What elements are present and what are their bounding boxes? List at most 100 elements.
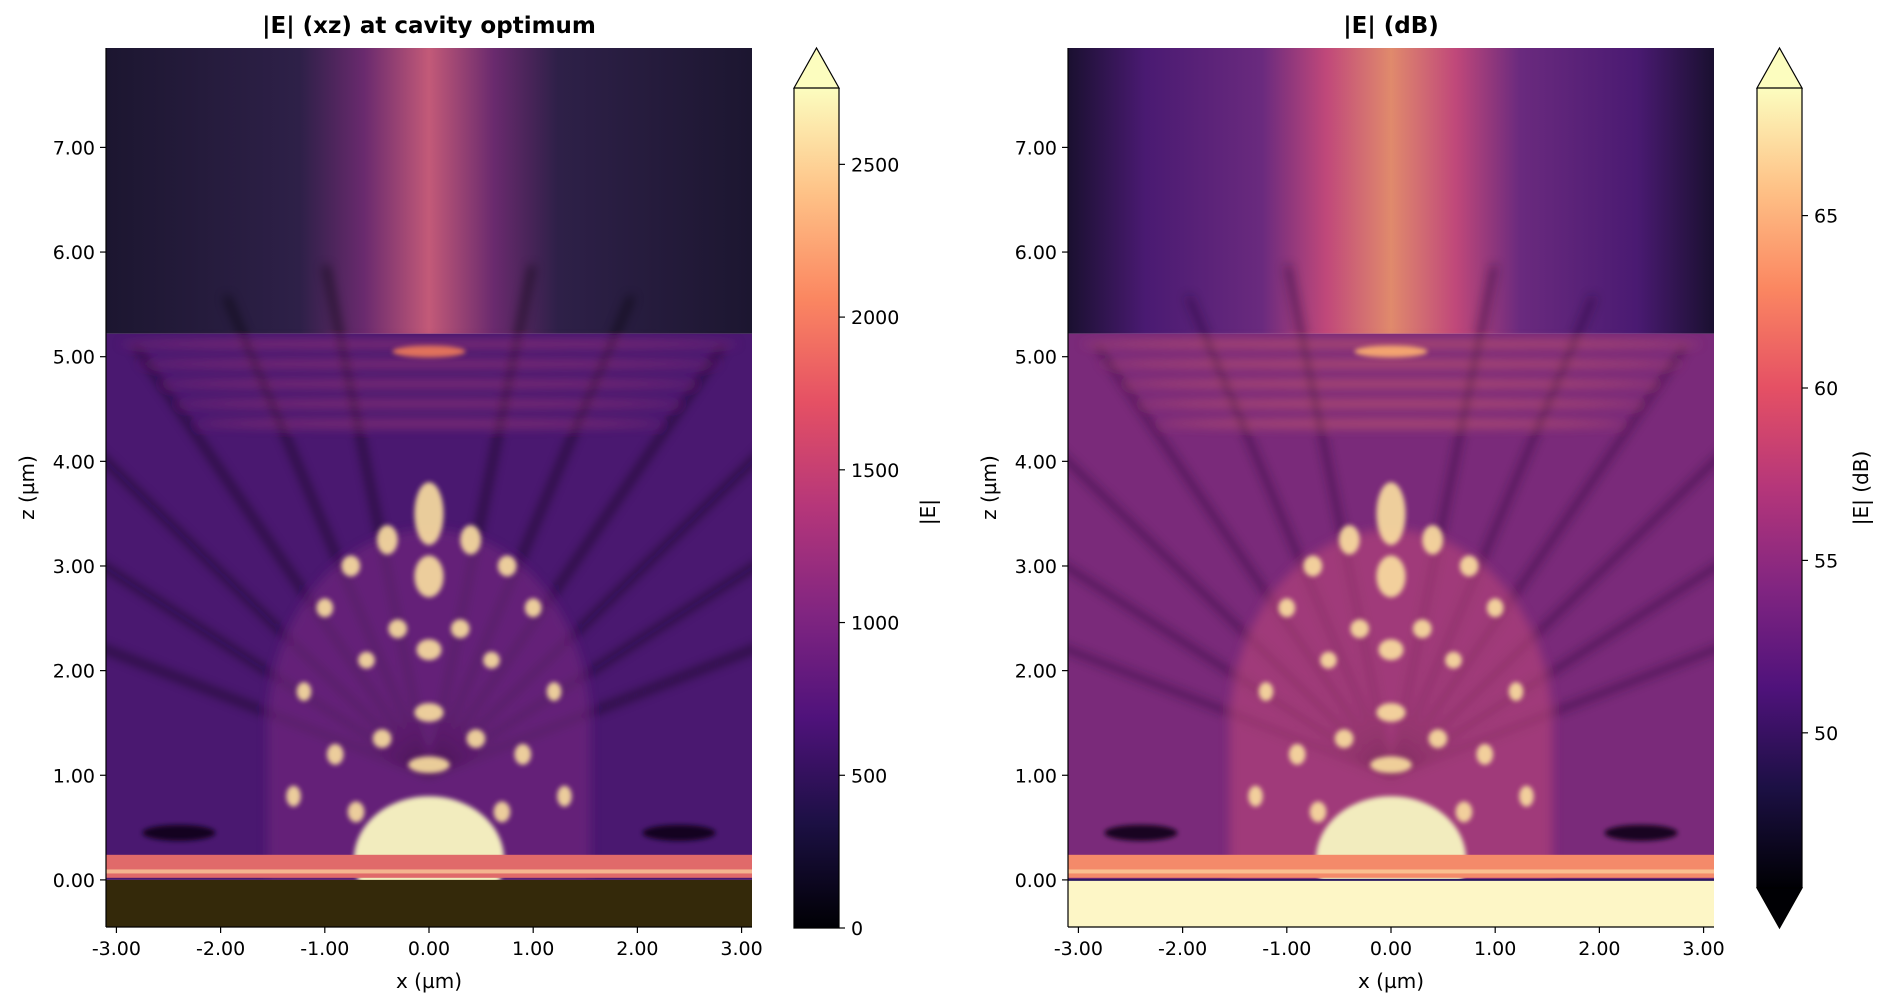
colorbar-tick-label: 500 <box>851 765 887 787</box>
colorbar: 0 500 1000 1500 2000 2500 |E| <box>792 46 940 940</box>
field-hotspot <box>1370 756 1412 774</box>
y-tick-label: 6.00 <box>53 242 95 264</box>
colorbar-tick-label: 2500 <box>851 154 899 176</box>
x-tick-label: -3.00 <box>92 938 141 960</box>
panel-field-magnitude: |E| (xz) at cavity optimum -3.00 -2.00 -1.… <box>15 13 940 993</box>
field-hotspot <box>1376 482 1406 546</box>
colorbar-tick-label: 2000 <box>851 307 899 329</box>
field-hotspot <box>1320 651 1337 669</box>
y-tick-label: 0.00 <box>53 870 95 892</box>
field-hotspot <box>1459 555 1479 577</box>
field-hotspot <box>408 756 450 774</box>
colorbar-tick-label: 50 <box>1814 723 1838 745</box>
y-tick-label: 3.00 <box>53 556 95 578</box>
interface-fringe <box>157 379 701 388</box>
colorbar-tick-label: 1000 <box>851 613 899 635</box>
colorbar-label: |E| <box>916 499 940 525</box>
field-hotspot <box>1445 651 1462 669</box>
interface-fringe <box>118 340 740 349</box>
y-tick-label: 1.00 <box>53 765 95 787</box>
field-hotspot <box>1376 555 1406 598</box>
axes: -3.00 -2.00 -1.00 0.00 1.00 2.00 3.00 0.00 1.00 2… <box>977 48 1725 993</box>
field-hotspot <box>483 651 500 669</box>
field-hotspot <box>326 743 344 765</box>
field-hotspot <box>296 682 312 701</box>
field-hotspot <box>1476 743 1494 765</box>
field-hotspot <box>416 639 442 661</box>
colorbar-extend-max <box>792 46 841 89</box>
colorbar-gradient <box>794 88 839 928</box>
field-hotspot <box>1350 619 1370 639</box>
field-hotspot <box>493 801 511 823</box>
field-hotspot <box>341 555 361 577</box>
field-hotspot <box>414 703 444 722</box>
interface-fringe <box>1080 340 1702 349</box>
field-hotspot <box>1303 555 1323 577</box>
dark-lobe <box>1604 824 1678 841</box>
x-tick-label: -2.00 <box>196 938 245 960</box>
dark-lobe <box>1104 824 1178 841</box>
field-hotspot <box>1338 525 1360 555</box>
y-tick-label: 3.00 <box>1015 556 1057 578</box>
y-tick-label: 0.00 <box>1015 870 1057 892</box>
colorbar-tick-label: 60 <box>1814 378 1838 400</box>
field-hotspot <box>414 555 444 598</box>
substrate-region <box>1068 879 1714 927</box>
x-tick-label: 1.00 <box>512 938 554 960</box>
air-region <box>106 48 752 334</box>
field-hotspot <box>358 651 375 669</box>
x-tick-label: 0.00 <box>1370 938 1412 960</box>
colorbar: 50 55 60 65 |E| (dB) <box>1755 46 1873 930</box>
interface-fringe <box>1158 419 1624 428</box>
panel-title: |E| (dB) <box>1343 13 1439 39</box>
field-hotspot <box>557 785 572 807</box>
y-tick-label: 4.00 <box>1015 451 1057 473</box>
field-hotspot <box>497 555 517 577</box>
y-tick-label: 7.00 <box>1015 137 1057 159</box>
x-tick-label: 2.00 <box>1578 938 1620 960</box>
field-hotspot <box>286 785 301 807</box>
substrate-band <box>106 854 752 878</box>
x-tick-label: 2.00 <box>616 938 658 960</box>
panel-title: |E| (xz) at cavity optimum <box>262 13 596 39</box>
field-heatmap <box>106 48 752 927</box>
substrate-region <box>106 879 752 927</box>
colorbar-ticks: 0 500 1000 1500 2000 2500 <box>839 154 899 940</box>
x-axis-label: x (µm) <box>396 969 462 993</box>
interface-fringe <box>138 360 720 369</box>
field-hotspot <box>1376 703 1406 722</box>
y-tick-label: 7.00 <box>53 137 95 159</box>
air-region <box>1068 48 1714 334</box>
y-tick-label: 5.00 <box>1015 347 1057 369</box>
field-hotspot <box>1378 639 1404 661</box>
field-hotspot <box>1519 785 1534 807</box>
field-hotspot <box>388 619 408 639</box>
colorbar-extend-min <box>1755 887 1804 930</box>
field-hotspot <box>414 482 444 546</box>
x-tick-label: 3.00 <box>720 938 762 960</box>
field-hotspot <box>1309 801 1327 823</box>
axes: -3.00 -2.00 -1.00 0.00 1.00 2.00 3.00 0.00 1.00 2… <box>15 48 763 993</box>
field-hotspot <box>1278 598 1296 618</box>
panel-field-db: |E| (dB) -3.00 -2.00 -1.00 0.00 1.00 2.00 3.00… <box>977 13 1873 993</box>
y-tick-label: 1.00 <box>1015 765 1057 787</box>
dark-lobe <box>142 824 216 841</box>
interface-fringe <box>1139 399 1643 408</box>
colorbar-tick-label: 65 <box>1814 206 1838 228</box>
interface-fringe <box>177 399 681 408</box>
interface-fringe <box>1100 360 1682 369</box>
x-tick-label: -1.00 <box>1262 938 1311 960</box>
dark-lobe <box>642 824 716 841</box>
interface-peak <box>1354 345 1428 358</box>
x-tick-label: -3.00 <box>1054 938 1103 960</box>
x-tick-label: 0.00 <box>408 938 450 960</box>
field-hotspot <box>1455 801 1473 823</box>
field-hotspot <box>316 598 334 618</box>
field-hotspot <box>376 525 398 555</box>
y-tick-label: 2.00 <box>1015 661 1057 683</box>
y-tick-label: 5.00 <box>53 347 95 369</box>
field-hotspot <box>1334 729 1354 749</box>
field-hotspot <box>1422 525 1444 555</box>
field-hotspot <box>466 729 486 749</box>
